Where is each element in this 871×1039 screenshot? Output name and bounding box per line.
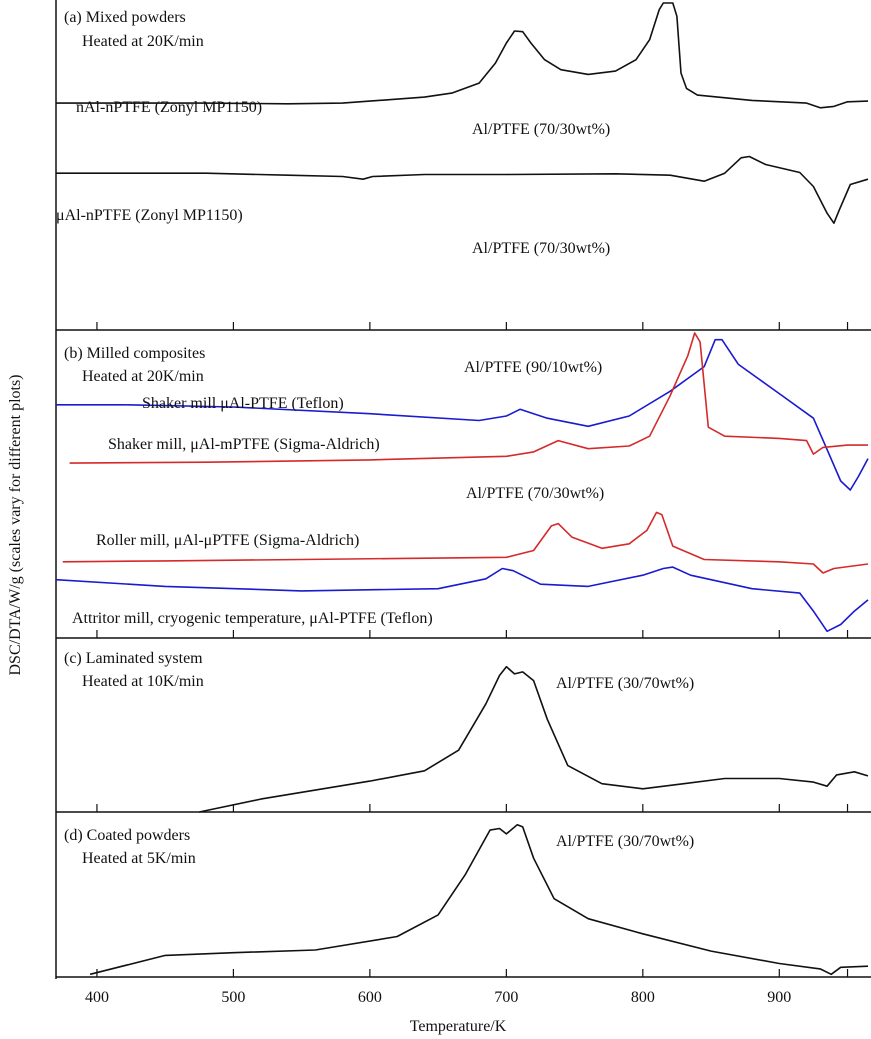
panel-d-subtitle: Heated at 5K/min [82,850,196,867]
panel-a-subtitle: Heated at 20K/min [82,33,204,50]
x-tick-label: 900 [767,989,791,1006]
panel-c-title: (c) Laminated system [64,650,203,667]
series-label-nal-nptfe: nAl-nPTFE (Zonyl MP1150) [76,99,262,116]
series-line-a-2 [56,155,869,224]
series-line-b-3 [62,511,869,574]
y-axis-label: DSC/DTA/W/g (scales vary for different p… [7,374,24,675]
annotation-b1: Al/PTFE (90/10wt%) [464,359,602,376]
series-line-b-1 [56,338,869,491]
x-tick-label: 800 [631,989,655,1006]
plot-frame [55,0,871,979]
series-label-attritor-teflon: Attritor mill, cryogenic temperature, μA… [72,610,433,627]
x-axis-label: Temperature/K [410,1018,507,1035]
panel-b-title: (b) Milled composites [64,345,205,362]
annotation-a1: Al/PTFE (70/30wt%) [472,121,610,138]
panel-c-subtitle: Heated at 10K/min [82,673,204,690]
panel-b-subtitle: Heated at 20K/min [82,368,204,385]
x-axis-ticks: 400 500 600 700 800 900 [85,322,849,1006]
series-line-d-1 [89,823,869,976]
x-tick-label: 600 [358,989,382,1006]
series-label-mual-nptfe: μAl-nPTFE (Zonyl MP1150) [56,207,243,224]
series-line-b-4 [55,566,869,633]
series-line-b-2 [69,332,868,464]
annotation-b2: Al/PTFE (70/30wt%) [466,485,604,502]
series-label-roller-sigma: Roller mill, μAl-μPTFE (Sigma-Aldrich) [96,532,359,549]
x-tick-label: 700 [494,989,518,1006]
panel-labels: (a) Mixed powders Heated at 20K/min nAl-… [7,9,694,1035]
panel-a-title: (a) Mixed powders [64,9,186,26]
annotation-a2: Al/PTFE (70/30wt%) [472,240,610,257]
series-line-a-1 [56,2,869,109]
annotation-d: Al/PTFE (30/70wt%) [556,833,694,850]
data-lines [55,2,869,976]
panel-d-title: (d) Coated powders [64,827,190,844]
series-label-shaker-teflon: Shaker mill μAl-PTFE (Teflon) [142,395,344,412]
x-tick-label: 500 [221,989,245,1006]
series-label-shaker-sigma: Shaker mill, μAl-mPTFE (Sigma-Aldrich) [108,436,380,453]
annotation-c: Al/PTFE (30/70wt%) [556,675,694,692]
series-line-c-1 [199,665,869,813]
x-tick-label: 400 [85,989,109,1006]
